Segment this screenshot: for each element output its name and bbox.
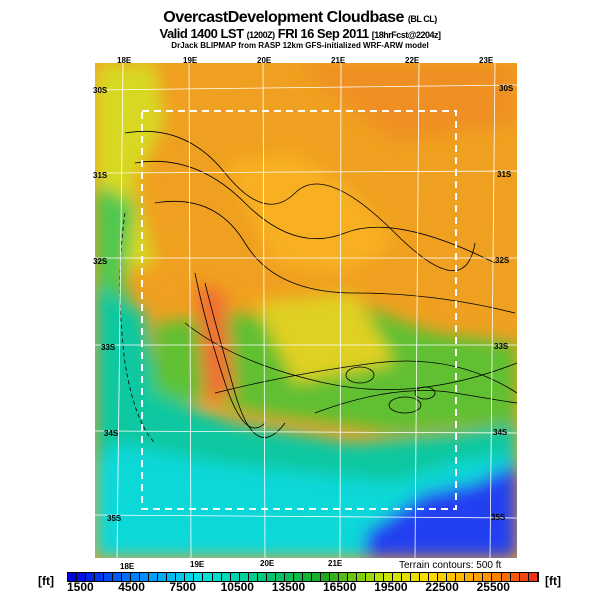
colorbar-segment: [203, 573, 213, 581]
lat-label-left: 33S: [101, 343, 116, 352]
colorbar-segment: [149, 573, 159, 581]
lat-label-left: 30S: [93, 86, 108, 95]
colorbar-segment: [122, 573, 132, 581]
colorbar-segment: [293, 573, 303, 581]
colorbar-segment: [366, 573, 376, 581]
colorbar-segment: [519, 573, 529, 581]
colorbar-segment: [86, 573, 96, 581]
colorbar-segment: [113, 573, 123, 581]
colorbar-segment: [438, 573, 448, 581]
terrain-note: Terrain contours: 500 ft: [399, 560, 502, 571]
lat-label-right: 33S: [494, 342, 509, 351]
colorbar-label: 7500: [169, 580, 197, 594]
colorbar-segment: [158, 573, 168, 581]
unit-right: [ft]: [545, 574, 561, 588]
colorbar-segment: [194, 573, 204, 581]
lon-label-top: 22E: [405, 56, 420, 65]
colorbar-segment: [266, 573, 276, 581]
lon-label-top: 19E: [183, 56, 198, 65]
colorbar-segment: [275, 573, 285, 581]
colorbar-segment: [338, 573, 348, 581]
colorbar-segment: [402, 573, 412, 581]
colorbar-segment: [501, 573, 511, 581]
colorbar-segment: [68, 573, 78, 581]
colorbar-segment: [492, 573, 502, 581]
colorbar-segment: [257, 573, 267, 581]
colorbar-segment: [375, 573, 385, 581]
colorbar-segment: [104, 573, 114, 581]
colorbar-segment: [176, 573, 186, 581]
colorbar-segment: [510, 573, 520, 581]
colorbar-label: 1500: [67, 580, 94, 594]
lat-label-left: 35S: [107, 514, 122, 523]
lat-label-left: 31S: [93, 171, 108, 180]
colorbar-segment: [483, 573, 493, 581]
lat-label-right: 35S: [491, 513, 506, 522]
colorbar-segment: [420, 573, 430, 581]
lat-label-right: 31S: [497, 170, 512, 179]
colorbar-segment: [429, 573, 439, 581]
colorbar-label: 19500: [374, 580, 408, 594]
lon-label-top: 18E: [117, 56, 132, 65]
colorbar-segment: [77, 573, 87, 581]
lon-label-bottom: 18E: [120, 562, 135, 571]
colorbar-label: 16500: [323, 580, 357, 594]
colorbar-segment: [456, 573, 466, 581]
lon-label-top: 21E: [331, 56, 346, 65]
model-info: DrJack BLIPMAP from RASP 12km GFS-initia…: [171, 41, 429, 50]
colorbar-segment: [95, 573, 105, 581]
colorbar-segment: [185, 573, 195, 581]
colorbar-segment: [140, 573, 150, 581]
lon-label-bottom: 21E: [328, 559, 343, 568]
colorbar-segment: [167, 573, 177, 581]
colorbar-label: 22500: [425, 580, 459, 594]
lon-label-top: 20E: [257, 56, 272, 65]
colorbar-label: 10500: [220, 580, 254, 594]
colorbar-segment: [230, 573, 240, 581]
lon-label-bottom: 19E: [190, 560, 205, 569]
colorbar-segment: [311, 573, 321, 581]
colorbar-segment: [465, 573, 475, 581]
colorbar-segment: [393, 573, 403, 581]
colorbar-label: 25500: [476, 580, 510, 594]
unit-left: [ft]: [38, 574, 54, 588]
colorbar-segment: [329, 573, 339, 581]
chart-title: OvercastDevelopment Cloudbase (BL CL): [163, 9, 437, 26]
lat-label-right: 30S: [499, 84, 514, 93]
colorbar-segment: [411, 573, 421, 581]
colorbar-segment: [384, 573, 394, 581]
cloudbase-map: [95, 63, 517, 558]
colorbar: [67, 572, 539, 582]
lat-label-left: 34S: [104, 429, 119, 438]
lon-label-bottom: 20E: [260, 559, 275, 568]
colorbar-segment: [447, 573, 457, 581]
colorbar-segment: [347, 573, 357, 581]
lat-label-left: 32S: [93, 257, 108, 266]
valid-time: Valid 1400 LST (1200Z) FRI 16 Sep 2011 […: [159, 26, 441, 41]
colorbar-segment: [474, 573, 484, 581]
colorbar-segment: [357, 573, 367, 581]
colorbar-label: 13500: [271, 580, 306, 594]
lon-label-top: 23E: [479, 56, 494, 65]
colorbar-segment: [221, 573, 231, 581]
colorbar-segment: [320, 573, 330, 581]
colorbar-segment: [284, 573, 294, 581]
colorbar-label: 4500: [118, 580, 145, 594]
colorbar-segment: [131, 573, 141, 581]
lat-label-right: 34S: [493, 428, 508, 437]
colorbar-segment: [239, 573, 249, 581]
colorbar-segment: [248, 573, 258, 581]
lat-label-right: 32S: [495, 256, 510, 265]
colorbar-segment: [212, 573, 222, 581]
colorbar-segment: [528, 573, 538, 581]
colorbar-segment: [302, 573, 312, 581]
